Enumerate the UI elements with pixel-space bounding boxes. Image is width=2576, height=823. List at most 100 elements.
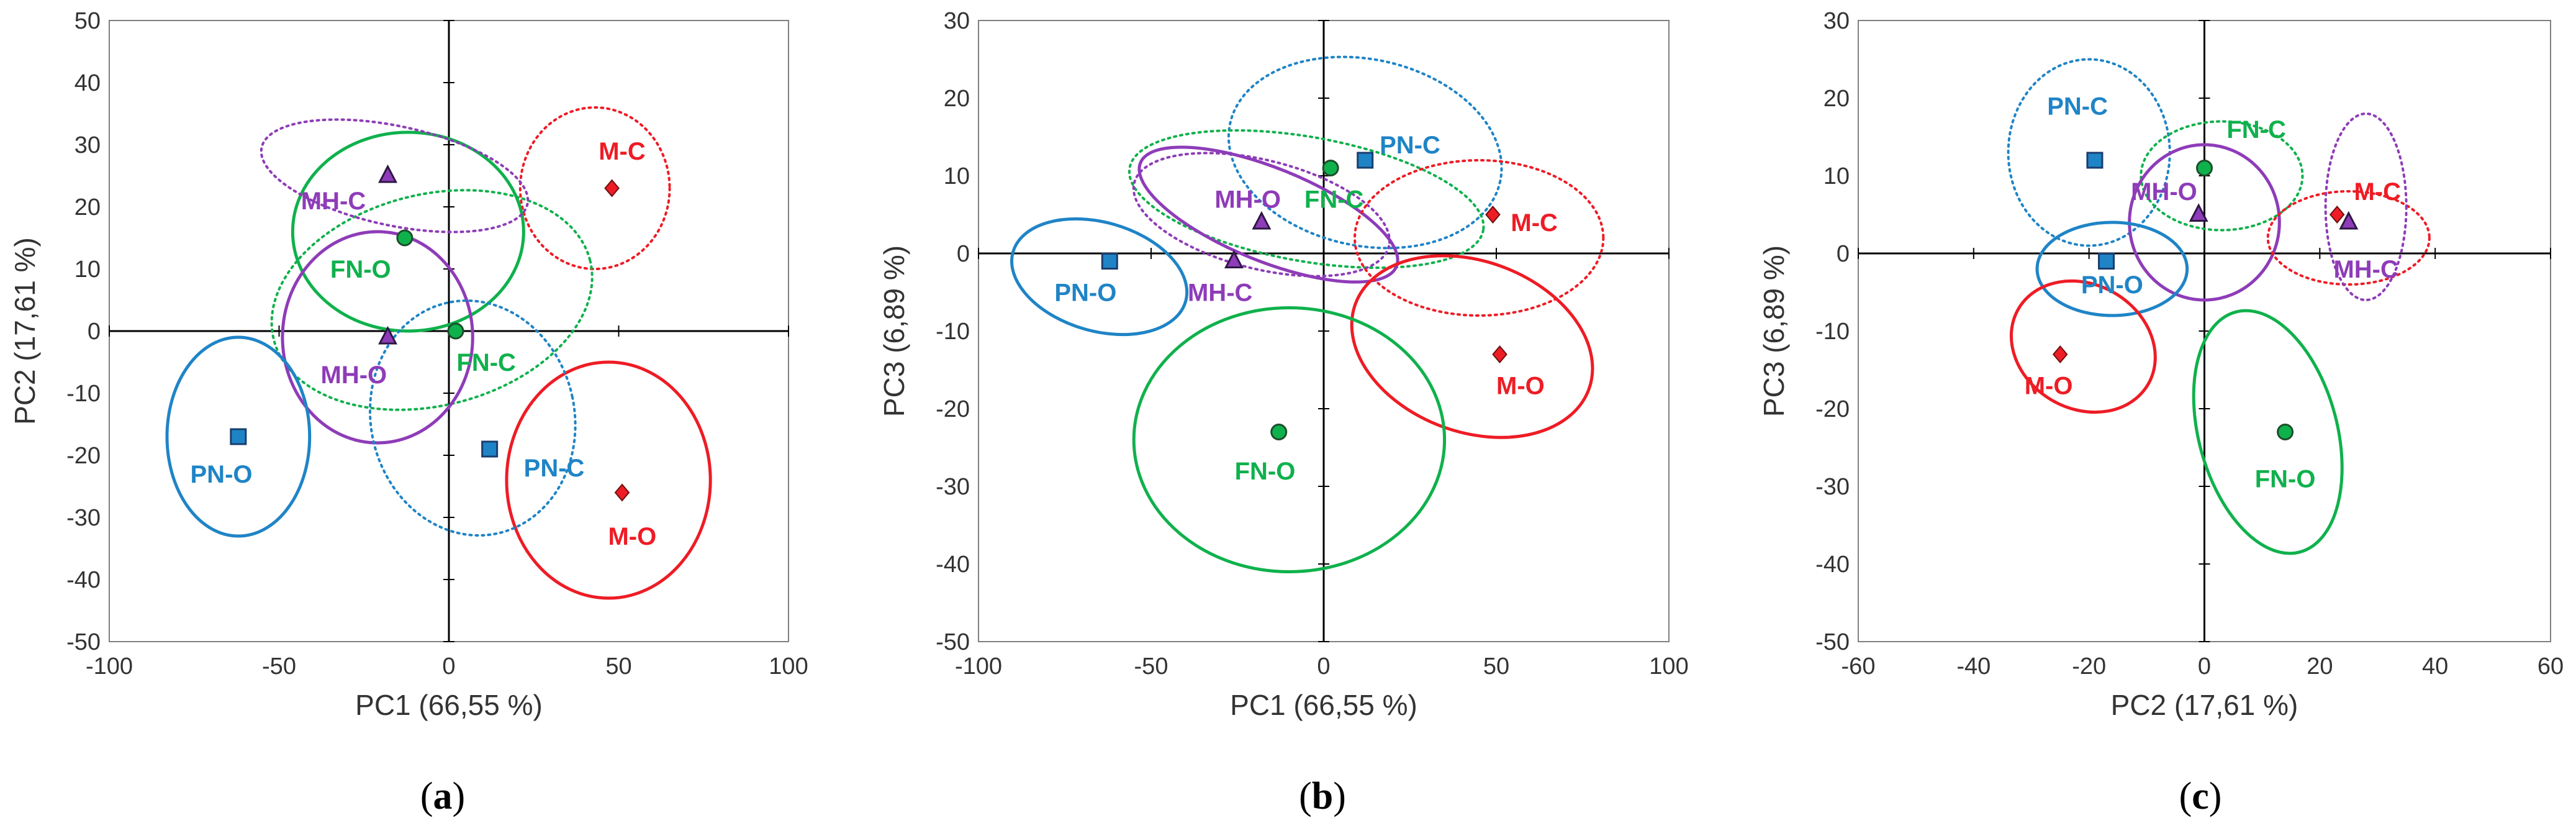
point-label-mh-o: MH-O [2131, 178, 2197, 206]
point-label-m-c: M-C [599, 138, 646, 165]
y-tick-label: -30 [936, 474, 970, 500]
y-tick-label: 20 [75, 194, 101, 221]
y-tick-label: 50 [75, 8, 101, 34]
x-tick-label: 0 [1317, 653, 1330, 680]
y-tick-label: -50 [66, 629, 101, 655]
point-pn-c [1357, 152, 1374, 169]
y-tick-label: 40 [75, 70, 101, 96]
point-fn-c [447, 322, 464, 340]
y-tick-label: -40 [66, 567, 101, 593]
chart-panel-a: -100 -50 0 50 100-50-40-30-20-1001020304050P… [9, 8, 808, 817]
point-fn-o [396, 229, 414, 247]
point-mh-o [1252, 211, 1272, 230]
y-tick-label: -20 [66, 443, 101, 469]
x-tick-label: 50 [605, 653, 631, 680]
y-tick-label: 0 [957, 241, 970, 267]
x-tick-label: -20 [2072, 653, 2106, 680]
y-tick-label: 20 [944, 86, 970, 112]
point-label-pn-o: PN-O [191, 461, 253, 488]
x-tick-label: -60 [1842, 653, 1876, 680]
y-tick-label: 30 [944, 8, 970, 34]
y-tick-label: -30 [1815, 474, 1850, 500]
x-axis-title: PC2 (17,61 %) [2111, 689, 2298, 721]
dotted-ellipse-fn [270, 189, 594, 411]
solid-ellipse-m [505, 360, 712, 600]
x-axis-title: PC1 (66,55 %) [1230, 689, 1417, 721]
dotted-ellipse-pn [368, 299, 577, 537]
point-label-pn-c: PN-C [524, 455, 585, 482]
solid-ellipse-m [2009, 279, 2157, 414]
y-tick-label: -20 [1815, 396, 1850, 422]
chart-panel-c: -60 -40 -20 0 20 40 60 -50 -40 -30 -20 -10 0 10 20 30 PC… [1758, 8, 2564, 817]
solid-ellipse-mh [1137, 145, 1399, 284]
x-tick-label: 40 [2422, 653, 2448, 680]
x-tick-label: 100 [769, 653, 808, 680]
dotted-ellipse-fn [2140, 120, 2304, 232]
point-m-c [604, 179, 620, 198]
dotted-ellipse-m [518, 106, 671, 270]
point-label-mh-c: MH-C [2333, 256, 2398, 283]
y-tick-label: 30 [1824, 8, 1850, 34]
point-pn-o [230, 428, 247, 445]
dotted-ellipse-mh [2324, 112, 2408, 301]
y-tick-label: -20 [936, 396, 970, 422]
x-tick-label: 0 [2198, 653, 2211, 680]
point-m-c [2329, 205, 2345, 224]
y-tick-label: 30 [75, 132, 101, 158]
dotted-ellipse-pn [1227, 55, 1503, 250]
point-fn-c [1322, 160, 1339, 176]
solid-ellipse-pn [1010, 217, 1189, 337]
y-tick-label: -40 [1815, 552, 1850, 578]
y-tick-label: 10 [1824, 163, 1850, 189]
point-pn-o [2098, 253, 2115, 270]
point-label-m-o: M-O [608, 523, 656, 550]
point-label-m-o: M-O [1496, 373, 1545, 400]
point-fn-o [2277, 424, 2294, 440]
x-tick-label: -50 [1134, 653, 1168, 680]
point-m-o [1492, 345, 1507, 364]
point-mh-c [378, 164, 398, 183]
y-tick-label: -40 [936, 552, 970, 578]
point-label-fn-o: FN-O [2255, 466, 2316, 493]
point-m-c [1485, 205, 1501, 224]
point-pn-c [2086, 152, 2104, 169]
point-m-o [614, 483, 630, 502]
point-label-fn-c: FN-C [2226, 116, 2286, 143]
dotted-ellipse-mh [260, 118, 530, 234]
y-axis-title: PC2 (17,61 %) [9, 237, 41, 425]
y-tick-label: -10 [1815, 319, 1850, 345]
panel-label: (b) [1299, 775, 1346, 817]
point-label-m-o: M-O [2025, 373, 2073, 400]
solid-ellipse-pn [2035, 221, 2189, 317]
point-label-m-c: M-C [2354, 178, 2401, 206]
y-tick-label: 0 [88, 319, 101, 345]
x-tick-label: -50 [262, 653, 296, 680]
point-label-fn-o: FN-O [330, 256, 391, 283]
solid-ellipse-fn [2192, 309, 2344, 555]
point-fn-o [1270, 424, 1288, 440]
point-label-mh-c: MH-C [1188, 280, 1252, 307]
y-tick-label: -50 [936, 629, 970, 655]
solid-ellipse-m [1350, 254, 1594, 439]
x-tick-label: 0 [442, 653, 455, 680]
x-tick-label: -100 [955, 653, 1002, 680]
y-tick-label: -50 [1815, 629, 1850, 655]
y-tick-label: 10 [944, 163, 970, 189]
x-tick-label: 60 [2538, 653, 2564, 680]
solid-ellipse-mh [281, 230, 474, 445]
point-m-o [2052, 345, 2068, 364]
dotted-ellipse-mh [1132, 152, 1391, 278]
point-label-pn-o: PN-O [2081, 271, 2143, 299]
y-tick-label: -10 [66, 381, 101, 407]
point-mh-c [1224, 250, 1244, 268]
x-axis-title: PC1 (66,55 %) [355, 689, 543, 721]
point-label-pn-o: PN-O [1054, 280, 1116, 307]
dotted-ellipse-m [2266, 190, 2431, 286]
y-axis-title: PC3 (6,89 %) [1758, 245, 1790, 417]
point-mh-o [378, 325, 398, 345]
y-tick-label: -10 [936, 319, 970, 345]
point-mh-c [2339, 211, 2359, 230]
point-label-mh-o: MH-O [321, 361, 387, 389]
solid-ellipse-fn [1132, 306, 1447, 573]
